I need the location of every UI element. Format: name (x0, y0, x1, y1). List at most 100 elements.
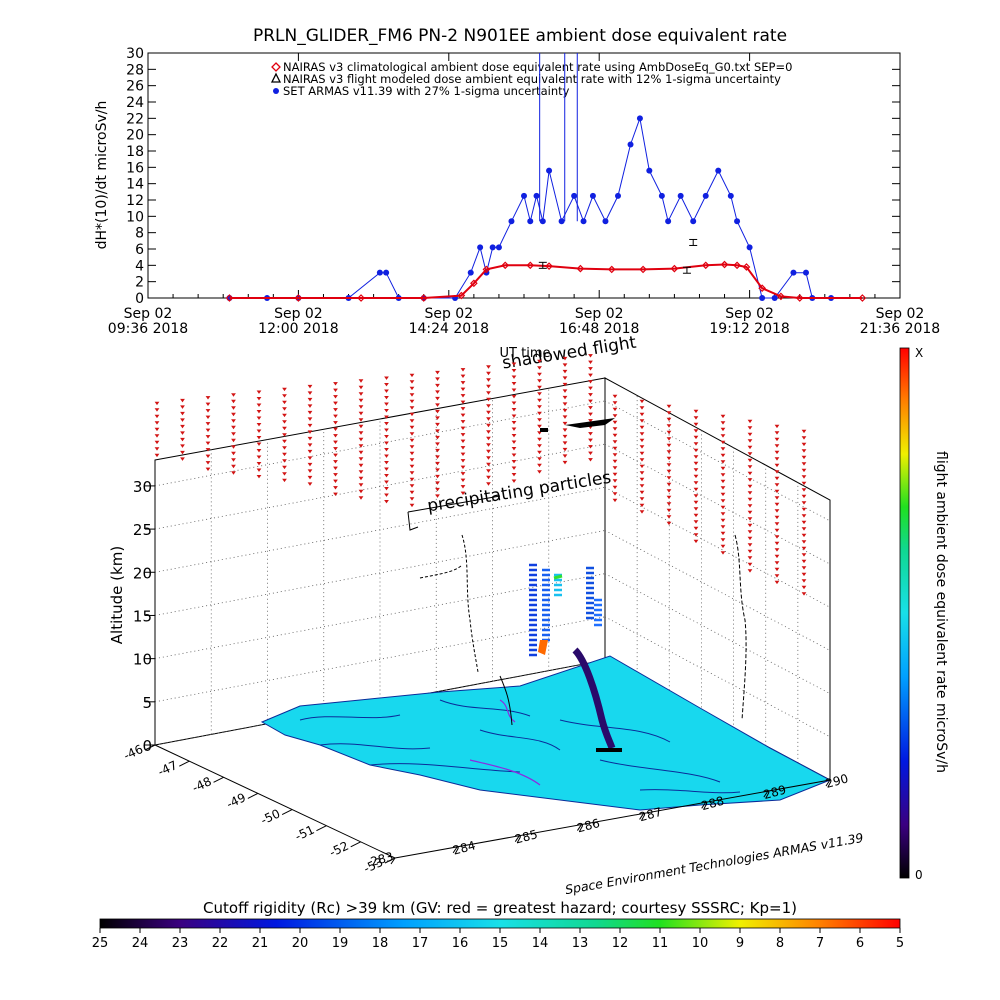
wall-grid-line (604, 486, 831, 608)
rigidity-colorbar-ticks: 25 24 23 22 21 20 19 18 17 16 15 14 13 12 11 10 9 8 7 6 5 (92, 928, 904, 951)
floor-axis-x (394, 779, 831, 859)
y-tick-label: 10 (126, 209, 144, 225)
longitude-tick-label: 289 (762, 783, 788, 802)
armas-point (527, 218, 534, 225)
armas-hotspot (538, 640, 548, 655)
climatological-line (229, 263, 863, 299)
rigidity-column (562, 356, 568, 465)
altitude-axis-label: Altitude (km) (108, 546, 126, 644)
climatological-point (482, 265, 491, 274)
latitude-tick (144, 744, 156, 751)
y-tick-label: 6 (135, 242, 144, 258)
rigidity-column (537, 359, 542, 474)
latitude-tick (384, 857, 396, 864)
latitude-tick-label: -49 (224, 790, 248, 811)
x-tick-label-date: Sep 02 (575, 306, 624, 322)
armas-point (383, 269, 390, 276)
x-tick-label-date: Sep 02 (274, 306, 323, 322)
climatological-point (470, 279, 478, 288)
y-tick-label: 4 (135, 258, 144, 274)
altitude-tick-label: 0 (142, 737, 152, 755)
y-tick-label: 30 (126, 46, 144, 62)
latitude-tick (316, 825, 327, 832)
map-coastlines (299, 699, 741, 794)
rigidity-column (588, 354, 593, 462)
climatological-point (670, 264, 679, 273)
rigidity-tick-label: 12 (612, 936, 629, 951)
credit-label: Space Environment Technologies ARMAS v11… (564, 830, 865, 897)
wall-grid-line (154, 443, 606, 530)
armas-point (702, 192, 709, 199)
x-tick-label-time: 09:36 2018 (108, 321, 188, 337)
latitude-ticks: -46-47-48-49-50-51-52-53 (121, 742, 396, 876)
cruise-marker (540, 428, 548, 432)
rigidity-column (639, 399, 645, 514)
latitude-tick (213, 776, 224, 783)
rigidity-column (282, 387, 287, 483)
rigidity-column (231, 393, 236, 475)
armas-point (771, 295, 778, 301)
dose-colorbar-bar (899, 347, 910, 879)
climatological-point (501, 261, 510, 270)
climatological-point (526, 261, 535, 270)
climatological-point (858, 294, 867, 302)
map-contours (469, 699, 541, 786)
rigidity-tick-label: 25 (92, 936, 109, 951)
longitude-tick (639, 813, 644, 820)
dose-colorbar-label: flight ambient dose equivalent rate micr… (933, 451, 949, 773)
altitude-3d-view: -46-47-48-49-50-51-52-53 283284285286287… (108, 354, 865, 897)
armas-point (665, 218, 672, 225)
armas-point (746, 244, 753, 251)
rigidity-column (307, 384, 313, 486)
rigidity-column (612, 394, 618, 503)
rigidity-tick-label: 23 (172, 936, 189, 951)
rigidity-column (747, 419, 753, 573)
armas-point (467, 269, 474, 276)
climatological-point (720, 260, 729, 269)
dose-rate-timeseries: PRLN_GLIDER_FM6 PN-2 N901EE ambient dose… (94, 26, 940, 374)
rigidity-tick-label: 18 (372, 936, 389, 951)
chart-title: PRLN_GLIDER_FM6 PN-2 N901EE ambient dose… (253, 26, 787, 46)
armas-point (508, 218, 515, 225)
legend-label-climatological: NAIRAS v3 climatological ambient dose eq… (283, 60, 792, 74)
climatological-point (357, 294, 365, 302)
armas-point (658, 192, 665, 199)
y-tick-label: 24 (126, 95, 144, 111)
y-tick-label: 8 (135, 226, 144, 242)
floor-axis-y (154, 744, 396, 859)
wall-grid-line (604, 530, 831, 651)
dose-colorbar-bottom: 0 (915, 868, 923, 882)
climatological-point (777, 292, 785, 301)
armas-point (580, 218, 587, 225)
rigidity-column (693, 409, 699, 544)
wall-grid-line (604, 573, 831, 694)
x-tick-label-time: 12:00 2018 (258, 321, 338, 337)
longitude-tick (390, 857, 396, 865)
climatological-point (758, 284, 766, 293)
longitude-tick-label: 285 (513, 827, 539, 846)
wall-grid-line (154, 573, 606, 660)
rigidity-tick-label: 5 (896, 936, 904, 951)
wall-grid-line (604, 443, 831, 565)
dose-rate-colorbar: X 0 flight ambient dose equivalent rate … (899, 346, 949, 882)
rigidity-tick-label: 10 (692, 936, 709, 951)
armas-profile-marks (586, 566, 594, 620)
latitude-tick (281, 809, 293, 816)
longitude-tick-label: 283 (369, 849, 395, 868)
armas-point (636, 115, 643, 122)
rigidity-tick-label: 21 (252, 936, 269, 951)
latitude-tick-label: -48 (190, 774, 214, 795)
latitude-tick-label: -52 (327, 839, 351, 860)
latitude-tick (247, 792, 259, 799)
armas-point (759, 295, 766, 301)
armas-point (477, 244, 484, 251)
armas-profile-marks (554, 573, 562, 597)
descent-track (572, 647, 616, 750)
armas-point (546, 167, 553, 174)
x-tick-label-time: 14:24 2018 (409, 321, 489, 337)
armas-point (602, 218, 609, 225)
y-tick-label: 28 (126, 62, 144, 78)
rigidity-tick-label: 24 (132, 936, 149, 951)
armas-vertical-profile (529, 563, 602, 657)
armas-point (734, 218, 741, 225)
